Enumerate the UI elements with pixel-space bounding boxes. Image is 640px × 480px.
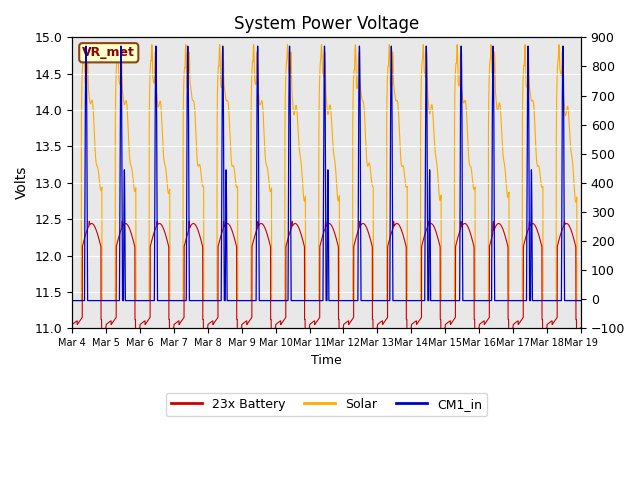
Legend: 23x Battery, Solar, CM1_in: 23x Battery, Solar, CM1_in bbox=[166, 393, 488, 416]
Title: System Power Voltage: System Power Voltage bbox=[234, 15, 419, 33]
Y-axis label: Volts: Volts bbox=[15, 166, 29, 200]
Text: VR_met: VR_met bbox=[83, 46, 135, 59]
X-axis label: Time: Time bbox=[311, 353, 342, 367]
